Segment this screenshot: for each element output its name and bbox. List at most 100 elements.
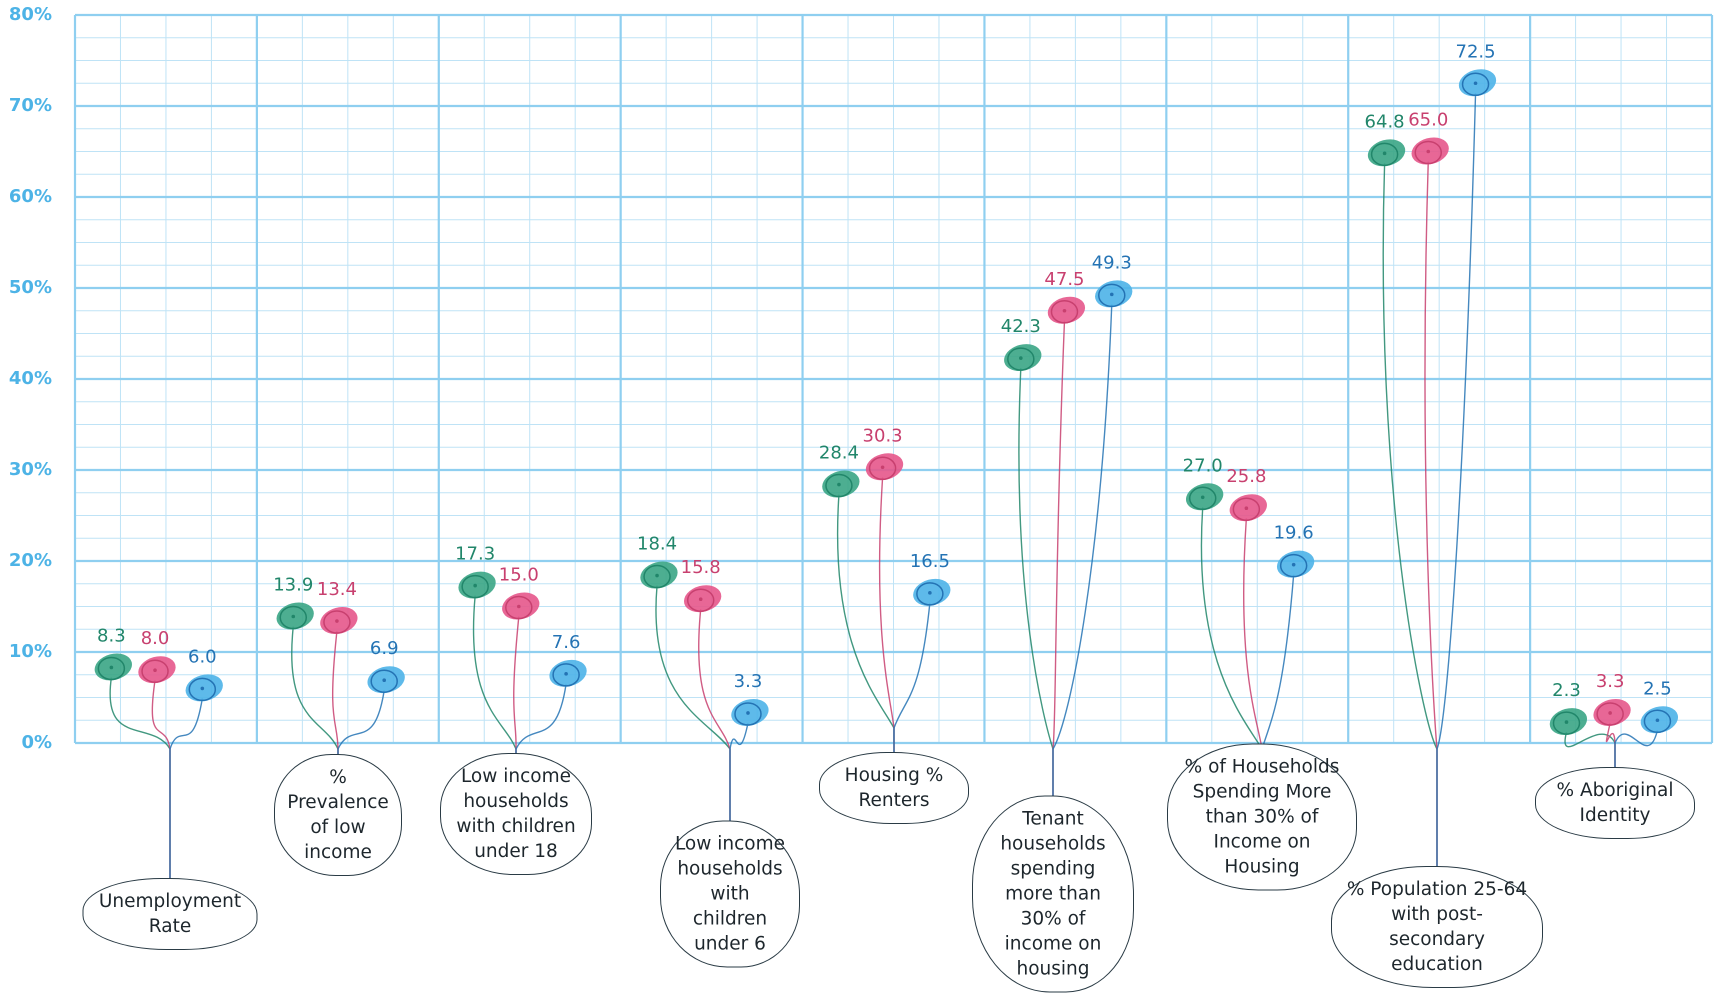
value-label: 2.3 [1552,680,1581,701]
value-label: 25.8 [1226,466,1266,487]
point-dot [1019,356,1023,360]
point-dot [473,583,477,588]
point-outline [505,595,533,620]
category-label: Low income households with children unde… [660,820,800,968]
stem [331,630,339,785]
value-label: 65.0 [1408,110,1448,131]
point-outline [1050,300,1079,324]
stem [878,477,895,758]
point-outline [188,677,217,702]
category-label: % Prevalence of low income [274,754,402,876]
y-tick-label: 80% [9,4,52,25]
point-dot [928,591,932,595]
stem [151,680,171,884]
point-outline [461,574,489,599]
point-dot [1382,151,1387,156]
value-label: 28.4 [819,443,859,464]
point-dot [1473,81,1478,86]
point-outline [1007,347,1035,371]
stem [169,698,204,884]
point-dot [1564,720,1569,724]
point-outline [686,588,715,612]
category-label: % of Households Spending More than 30% o… [1167,743,1357,891]
point-dot [1109,292,1114,297]
stem [1052,320,1066,864]
value-label: 64.8 [1365,111,1405,132]
stem [729,722,749,864]
y-tick-label: 0% [21,732,52,753]
point-outline [916,582,944,606]
y-tick-label: 30% [9,459,52,480]
value-label: 49.3 [1092,252,1132,273]
point-outline [1370,142,1399,167]
value-label: 42.3 [1001,316,1041,337]
value-label: 6.0 [188,646,217,667]
point-dot [200,686,205,691]
point-outline [279,605,308,630]
category-label: Low income households with children unde… [440,753,592,875]
category-label: Tenant households spending more than 30%… [972,795,1134,993]
point-dot [1200,495,1205,500]
value-label: 27.0 [1183,455,1223,476]
stem [109,677,171,884]
stem [513,616,520,784]
point-outline [868,456,897,481]
point-outline [141,659,169,683]
point-outline [643,564,671,589]
value-label: 3.3 [734,671,763,692]
point-outline [1188,486,1217,511]
point-outline [1279,553,1308,578]
stem [1052,304,1113,864]
category-label: Unemployment Rate [82,878,258,950]
point-dot [153,668,157,672]
point-outline [370,669,398,693]
value-label: 7.6 [552,632,581,653]
point-outline [323,610,351,634]
value-label: 6.9 [370,638,399,659]
stem [1605,722,1616,773]
category-label: % Aboriginal Identity [1535,767,1695,839]
stem [1200,507,1263,787]
point-dot [1291,562,1296,567]
value-label: 30.3 [863,425,903,446]
y-tick-label: 60% [9,186,52,207]
stem [1614,730,1659,773]
point-dot [1608,711,1612,715]
point-dot [746,711,750,715]
stem [515,683,567,784]
stems [109,93,1659,897]
value-label: 15.8 [681,557,721,578]
stem [1424,161,1438,897]
points: 8.3 8.0 6.0 13.9 13.4 6.9 17.315.0 7.6 18.415.8 3… [94,41,1679,736]
stem [836,494,895,758]
point-outline [1552,711,1581,735]
value-label: 8.0 [141,628,170,649]
point-dot [109,665,114,670]
point-dot [335,619,339,623]
stem [472,595,517,784]
value-label: 47.5 [1044,269,1084,290]
value-label: 19.6 [1274,523,1314,544]
stem [893,602,931,758]
stem [1242,518,1263,787]
point-dot [1426,149,1431,154]
value-label: 72.5 [1456,41,1496,62]
stem [337,690,385,785]
point-outline [1461,72,1490,96]
point-outline [734,702,762,726]
point-outline [1414,140,1443,165]
value-label: 13.9 [273,575,313,596]
stem [655,585,731,864]
value-label: 13.4 [317,579,357,600]
value-label: 16.5 [910,551,950,572]
point-dot [880,465,885,470]
point-outline [1232,497,1261,521]
point-dot [655,573,659,578]
y-tick-label: 20% [9,550,52,571]
stem [1436,93,1477,897]
point-dot [291,614,296,619]
stem [1564,731,1616,773]
value-label: 3.3 [1596,671,1625,692]
